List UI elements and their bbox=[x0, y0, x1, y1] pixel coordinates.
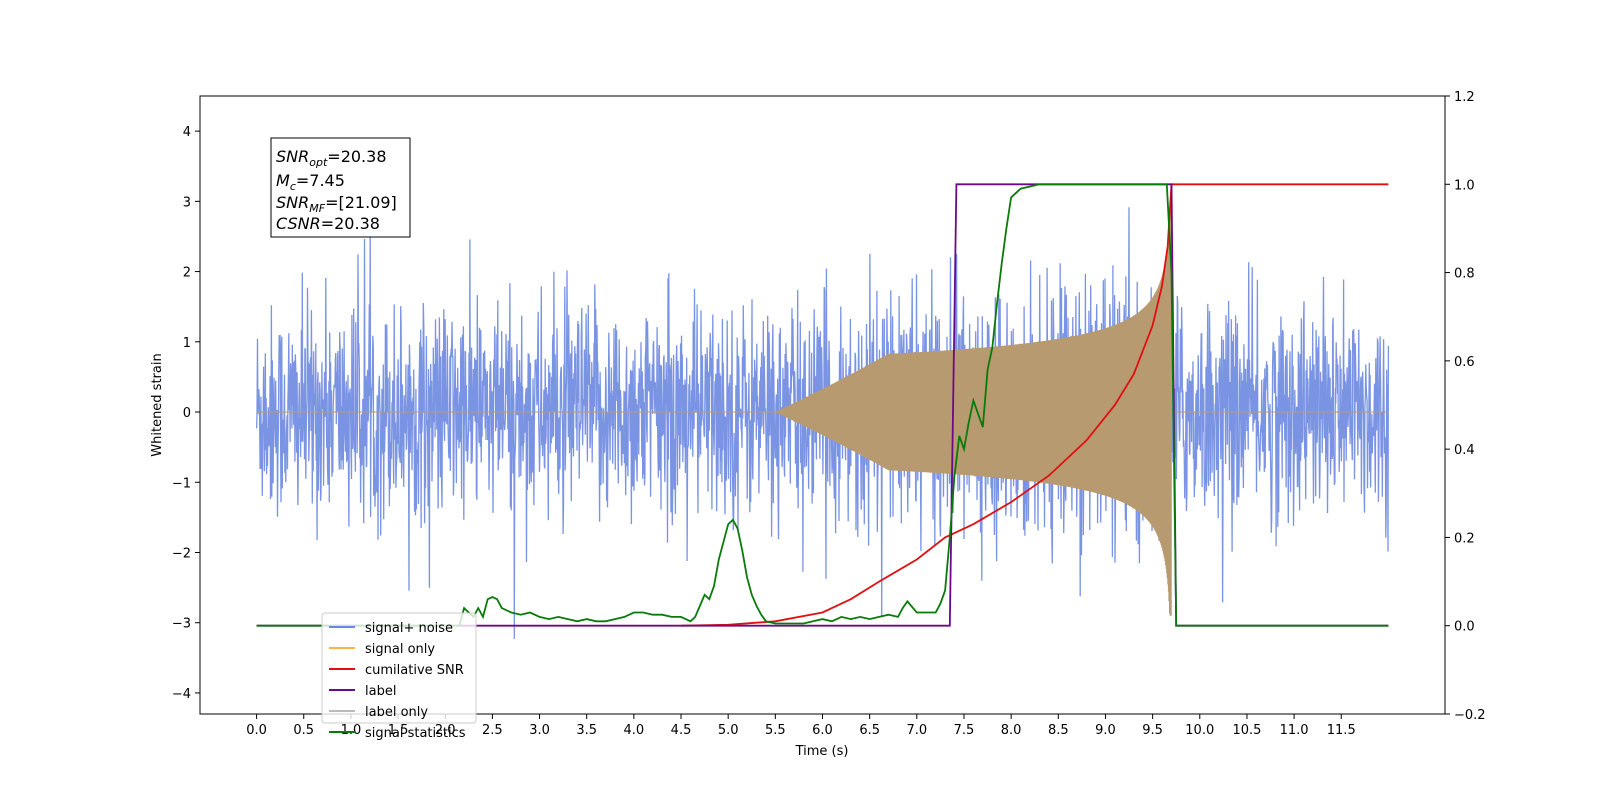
x-tick-label-13: 6.5 bbox=[859, 723, 880, 738]
annotation-csnr: CSNR=20.38 bbox=[276, 214, 380, 233]
legend-label-0: signal+ noise bbox=[365, 621, 453, 636]
x-tick-label-12: 6.0 bbox=[812, 723, 833, 738]
y2-tick-label-7: −0.2 bbox=[1454, 708, 1486, 723]
legend-label-4: label only bbox=[365, 705, 428, 720]
x-tick-label-16: 8.0 bbox=[1001, 723, 1022, 738]
series-signal-only bbox=[256, 208, 1389, 616]
x-tick-label-6: 3.0 bbox=[529, 723, 550, 738]
y-tick-label-3: 1 bbox=[183, 336, 191, 351]
y-tick-label-0: 4 bbox=[183, 125, 191, 140]
annotation-snr-mf: SNRMF=[21.09] bbox=[276, 193, 397, 215]
y2-tick-label-3: 0.6 bbox=[1454, 355, 1475, 370]
x-axis: 0.0 0.5 1.0 1.5 2.0 2.5 3.0 3.5 4.0 4.5 5.0 5.5 6.0 6… bbox=[246, 714, 1356, 738]
legend-frame bbox=[321, 612, 477, 724]
legend-label-3: label bbox=[365, 684, 396, 699]
x-tick-label-2: 1.0 bbox=[341, 723, 362, 738]
x-tick-label-17: 8.5 bbox=[1048, 723, 1069, 738]
x-tick-label-15: 7.5 bbox=[954, 723, 975, 738]
y2-tick-label-6: 0.0 bbox=[1454, 620, 1475, 635]
x-tick-label-19: 9.5 bbox=[1142, 723, 1163, 738]
y2-tick-label-2: 0.8 bbox=[1454, 267, 1475, 282]
y-tick-label-5: −1 bbox=[172, 476, 191, 491]
x-tick-label-5: 2.5 bbox=[482, 723, 503, 738]
legend-label-1: signal only bbox=[365, 642, 435, 657]
annotation-frame bbox=[270, 137, 411, 238]
x-axis-label: Time (s) bbox=[795, 744, 849, 759]
annotation-mc: Mc=7.45 bbox=[276, 171, 345, 193]
y-axis-right: 1.2 1.0 0.8 0.6 0.4 0.2 0.0 −0.2 bbox=[1445, 90, 1486, 723]
y2-tick-label-0: 1.2 bbox=[1454, 90, 1475, 105]
y-axis-label: Whitened strain bbox=[150, 353, 165, 456]
y-tick-label-6: −2 bbox=[172, 546, 191, 561]
y-tick-label-4: 0 bbox=[183, 406, 191, 421]
x-tick-label-3: 1.5 bbox=[388, 723, 409, 738]
annotation-box: SNRopt=20.38 Mc=7.45 SNRMF=[21.09] CSNR=… bbox=[270, 137, 411, 238]
y-axis-left: 4 3 2 1 0 −1 −2 −3 −4 bbox=[172, 125, 200, 702]
y2-tick-label-4: 0.4 bbox=[1454, 443, 1475, 458]
y-tick-label-8: −4 bbox=[172, 687, 191, 702]
x-tick-label-22: 11.0 bbox=[1280, 723, 1309, 738]
y2-tick-label-5: 0.2 bbox=[1454, 531, 1475, 546]
x-tick-label-1: 0.5 bbox=[293, 723, 314, 738]
annotation-snr-opt: SNRopt=20.38 bbox=[276, 147, 387, 169]
legend: signal+ noise signal only cumilative SNR la… bbox=[321, 612, 477, 741]
y2-tick-label-1: 1.0 bbox=[1454, 178, 1475, 193]
x-tick-label-7: 3.5 bbox=[576, 723, 597, 738]
x-tick-label-0: 0.0 bbox=[246, 723, 267, 738]
x-tick-label-20: 10.0 bbox=[1185, 723, 1214, 738]
series-cumulative-snr bbox=[680, 183, 1389, 627]
x-tick-label-9: 4.5 bbox=[671, 723, 692, 738]
x-tick-label-4: 2.0 bbox=[435, 723, 456, 738]
y-tick-label-1: 3 bbox=[183, 195, 191, 210]
x-tick-label-10: 5.0 bbox=[718, 723, 739, 738]
plot-area bbox=[255, 183, 1390, 639]
y-tick-label-2: 2 bbox=[183, 266, 191, 281]
x-tick-label-18: 9.0 bbox=[1095, 723, 1116, 738]
legend-label-2: cumilative SNR bbox=[365, 663, 464, 678]
x-tick-label-8: 4.0 bbox=[624, 723, 645, 738]
x-tick-label-14: 7.0 bbox=[906, 723, 927, 738]
y-tick-label-7: −3 bbox=[172, 617, 191, 632]
x-tick-label-21: 10.5 bbox=[1232, 723, 1261, 738]
x-tick-label-11: 5.5 bbox=[765, 723, 786, 738]
x-tick-label-23: 11.5 bbox=[1327, 723, 1356, 738]
series-signal-statistics bbox=[256, 183, 1389, 627]
legend-label-5: signal statistics bbox=[365, 726, 466, 741]
